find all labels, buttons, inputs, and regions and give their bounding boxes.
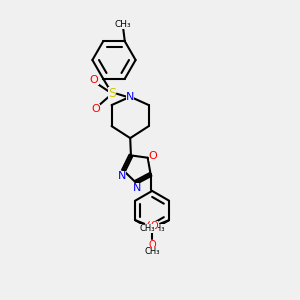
Text: O: O — [148, 240, 156, 250]
Text: O: O — [150, 221, 158, 231]
Text: O: O — [149, 151, 158, 161]
Text: S: S — [108, 87, 116, 100]
Text: CH₃: CH₃ — [115, 20, 132, 29]
Text: O: O — [91, 104, 100, 114]
Text: O: O — [90, 75, 99, 85]
Text: N: N — [126, 92, 134, 102]
Text: O: O — [146, 221, 154, 231]
Text: N: N — [118, 171, 126, 181]
Text: N: N — [133, 183, 141, 193]
Text: CH₃: CH₃ — [140, 224, 155, 233]
Text: CH₃: CH₃ — [149, 224, 165, 233]
Text: CH₃: CH₃ — [144, 247, 160, 256]
